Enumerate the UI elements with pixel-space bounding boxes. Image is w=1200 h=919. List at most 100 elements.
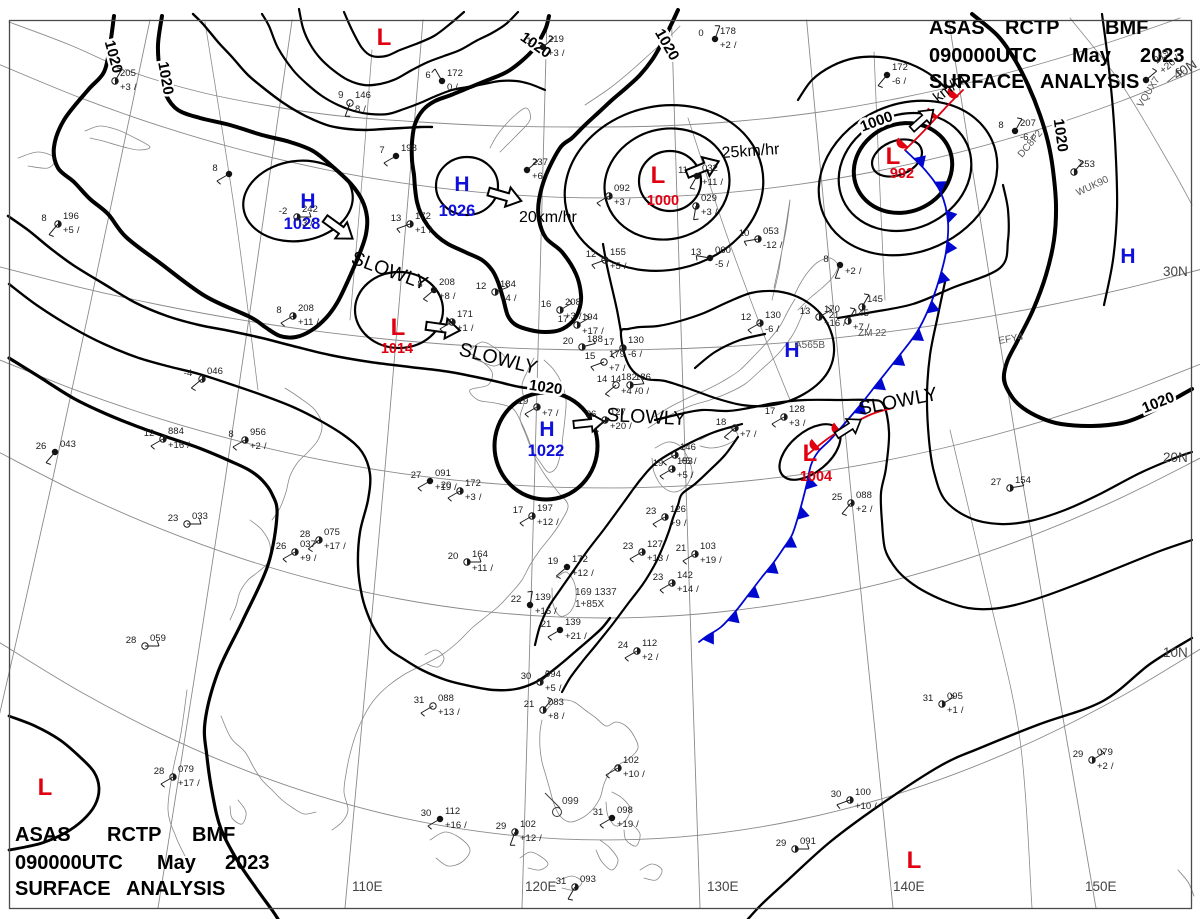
svg-text:088: 088 — [856, 490, 872, 501]
svg-text:30: 30 — [421, 808, 432, 819]
svg-text:153: 153 — [677, 456, 693, 467]
svg-text:098: 098 — [617, 805, 633, 816]
svg-text:31: 31 — [923, 693, 934, 704]
svg-text:ASAS: ASAS — [15, 824, 71, 846]
svg-text:208: 208 — [298, 303, 314, 314]
svg-text:130: 130 — [628, 335, 644, 346]
svg-text:083: 083 — [548, 697, 564, 708]
svg-text:21: 21 — [524, 699, 535, 710]
svg-text:2023: 2023 — [225, 852, 270, 874]
svg-text:208: 208 — [565, 297, 581, 308]
svg-text:188: 188 — [587, 334, 603, 345]
svg-text:+13/: +13/ — [647, 553, 669, 564]
svg-text:1026: 1026 — [439, 202, 476, 220]
svg-text:956: 956 — [250, 427, 266, 438]
svg-text:+3/: +3/ — [789, 418, 806, 429]
svg-text:+2/: +2/ — [720, 40, 737, 51]
svg-text:10N: 10N — [1163, 645, 1188, 660]
svg-text:-6/: -6/ — [1020, 132, 1034, 143]
svg-text:L: L — [886, 143, 901, 170]
svg-text:2023: 2023 — [1140, 45, 1185, 67]
svg-text:037: 037 — [300, 539, 316, 550]
svg-text:182: 182 — [621, 372, 637, 383]
svg-text:171: 171 — [457, 309, 473, 320]
svg-text:172: 172 — [447, 68, 463, 79]
svg-text:-0/: -0/ — [635, 386, 649, 397]
svg-text:029: 029 — [701, 193, 717, 204]
svg-text:14: 14 — [597, 374, 608, 385]
svg-text:8: 8 — [228, 429, 233, 440]
svg-text:079: 079 — [178, 764, 194, 775]
svg-text:22: 22 — [511, 594, 522, 605]
svg-text:26: 26 — [36, 441, 47, 452]
svg-text:+9/: +9/ — [670, 518, 687, 529]
svg-text:8: 8 — [998, 120, 1003, 131]
svg-text:25km/hr: 25km/hr — [721, 141, 781, 162]
svg-text:1: 1 — [526, 36, 531, 47]
svg-text:088: 088 — [438, 693, 454, 704]
svg-text:28: 28 — [126, 635, 137, 646]
svg-text:053: 053 — [763, 226, 779, 237]
svg-text:RCTP: RCTP — [107, 824, 161, 846]
svg-text:30: 30 — [521, 671, 532, 682]
svg-text:128: 128 — [789, 404, 805, 415]
svg-text:198: 198 — [401, 143, 417, 154]
svg-text:196: 196 — [63, 211, 79, 222]
svg-text:+16/: +16/ — [168, 440, 190, 451]
svg-text:+4/: +4/ — [621, 386, 638, 397]
svg-text:102: 102 — [520, 819, 536, 830]
svg-text:0: 0 — [698, 28, 703, 39]
svg-text:+5/: +5/ — [63, 225, 80, 236]
svg-text:BMF: BMF — [1105, 17, 1148, 39]
svg-text:20: 20 — [441, 480, 452, 491]
svg-text:1004: 1004 — [800, 469, 832, 485]
svg-text:219: 219 — [548, 34, 564, 45]
svg-text:+17/: +17/ — [178, 778, 200, 789]
svg-text:032: 032 — [702, 163, 718, 174]
svg-text:+3/: +3/ — [465, 492, 482, 503]
svg-text:+3/: +3/ — [701, 207, 718, 218]
svg-text:126: 126 — [670, 504, 686, 515]
svg-text:+7/: +7/ — [542, 408, 559, 419]
svg-text:8: 8 — [212, 163, 217, 174]
svg-text:23: 23 — [168, 513, 179, 524]
svg-text:110E: 110E — [352, 879, 383, 894]
svg-text:SURFACE: SURFACE — [929, 71, 1025, 93]
svg-text:27: 27 — [991, 477, 1002, 488]
svg-text:139: 139 — [535, 592, 551, 603]
svg-text:28: 28 — [154, 766, 165, 777]
svg-text:102: 102 — [623, 755, 639, 766]
svg-text:091: 091 — [800, 836, 816, 847]
svg-text:12: 12 — [741, 312, 752, 323]
svg-text:127: 127 — [647, 539, 663, 550]
svg-text:7: 7 — [379, 145, 384, 156]
svg-text:091: 091 — [435, 468, 451, 479]
svg-text:13: 13 — [391, 213, 402, 224]
svg-text:090000UTC: 090000UTC — [15, 852, 123, 874]
svg-text:31: 31 — [414, 695, 425, 706]
svg-text:L: L — [651, 162, 666, 189]
svg-text:+11/: +11/ — [702, 177, 723, 188]
svg-text:093: 093 — [580, 874, 596, 885]
svg-text:+5/: +5/ — [610, 261, 627, 272]
svg-text:12: 12 — [586, 249, 597, 260]
svg-text:146: 146 — [355, 90, 371, 101]
svg-text:+15/: +15/ — [535, 606, 557, 617]
svg-text:+2/: +2/ — [856, 504, 873, 515]
svg-text:12: 12 — [144, 428, 155, 439]
svg-text:13: 13 — [691, 247, 702, 258]
svg-text:19: 19 — [653, 458, 664, 469]
svg-text:H: H — [454, 173, 469, 196]
svg-text:172: 172 — [415, 211, 431, 222]
svg-text:19: 19 — [548, 556, 559, 567]
svg-text:884: 884 — [168, 426, 184, 437]
svg-text:A565B: A565B — [795, 340, 825, 351]
svg-text:+14/: +14/ — [677, 584, 699, 595]
svg-text:23: 23 — [653, 572, 664, 583]
svg-text:242: 242 — [302, 204, 318, 215]
svg-text:164: 164 — [472, 549, 488, 560]
svg-text:095: 095 — [947, 691, 963, 702]
svg-text:23: 23 — [623, 541, 634, 552]
svg-text:+7/: +7/ — [609, 363, 626, 374]
svg-text:12: 12 — [476, 281, 487, 292]
